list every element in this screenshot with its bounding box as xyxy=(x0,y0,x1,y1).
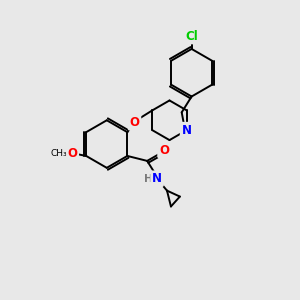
Text: CH₃: CH₃ xyxy=(50,149,67,158)
Text: N: N xyxy=(182,124,192,137)
Text: N: N xyxy=(152,172,162,185)
Text: N: N xyxy=(182,124,192,137)
Text: O: O xyxy=(159,143,169,157)
Text: O: O xyxy=(130,116,140,129)
Text: H: H xyxy=(144,174,152,184)
Text: Cl: Cl xyxy=(185,30,198,43)
Text: O: O xyxy=(67,148,77,160)
